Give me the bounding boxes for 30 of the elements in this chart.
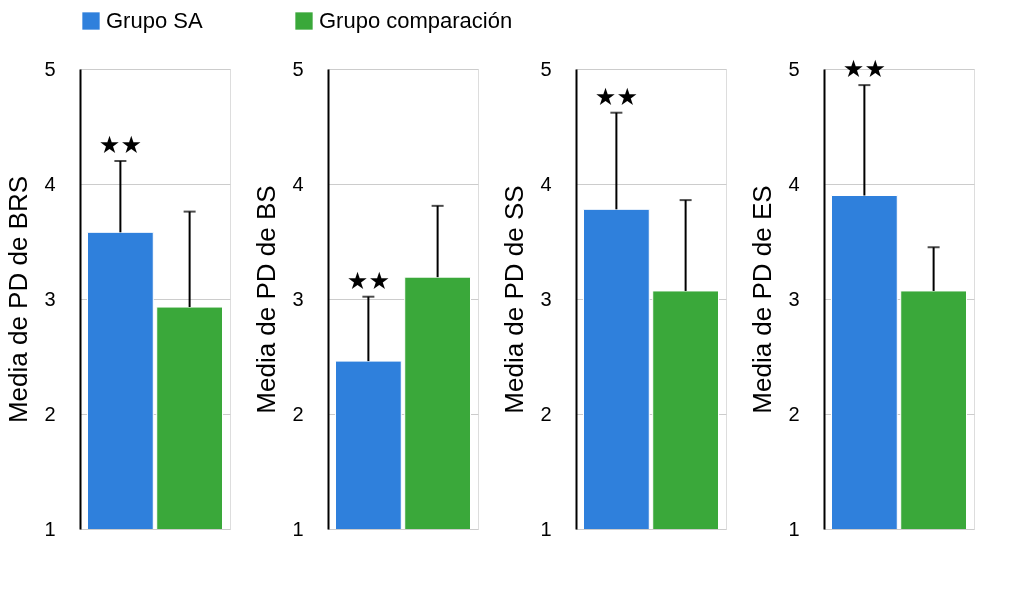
annotation: ★★ xyxy=(842,55,886,84)
y-tick-label: 4 xyxy=(44,172,56,195)
legend-label: Grupo SA xyxy=(106,8,203,33)
y-tick-label: 3 xyxy=(292,287,304,310)
y-tick-label: 5 xyxy=(44,57,56,80)
y-tick-label: 4 xyxy=(788,172,800,195)
y-tick-label: 2 xyxy=(44,402,56,425)
y-axis-title: Media de PD de ES xyxy=(747,185,778,414)
y-tick-label: 1 xyxy=(788,517,800,540)
annotation: ★★ xyxy=(594,82,638,111)
y-tick-label: 2 xyxy=(540,402,552,425)
y-tick-label: 3 xyxy=(44,287,56,310)
y-axis-title: Media de PD de BS xyxy=(251,185,282,414)
y-tick-label: 1 xyxy=(292,517,304,540)
y-axis-title: Media de PD de BRS xyxy=(3,175,34,424)
y-tick-label: 2 xyxy=(292,402,304,425)
legend-label: Grupo comparación xyxy=(319,8,513,33)
y-tick-label: 2 xyxy=(788,402,800,425)
y-tick-label: 1 xyxy=(44,517,56,540)
y-tick-label: 5 xyxy=(292,57,304,80)
y-axis-title: Media de PD de SS xyxy=(499,185,530,414)
y-tick-label: 5 xyxy=(788,57,800,80)
y-tick-label: 4 xyxy=(292,172,304,195)
y-tick-label: 3 xyxy=(540,287,552,310)
annotation: ★★ xyxy=(98,131,142,159)
y-tick-label: 3 xyxy=(788,287,800,310)
annotation: ★★ xyxy=(346,266,390,295)
y-tick-label: 1 xyxy=(540,517,552,540)
y-tick-label: 5 xyxy=(540,57,552,80)
y-tick-label: 4 xyxy=(540,172,552,195)
